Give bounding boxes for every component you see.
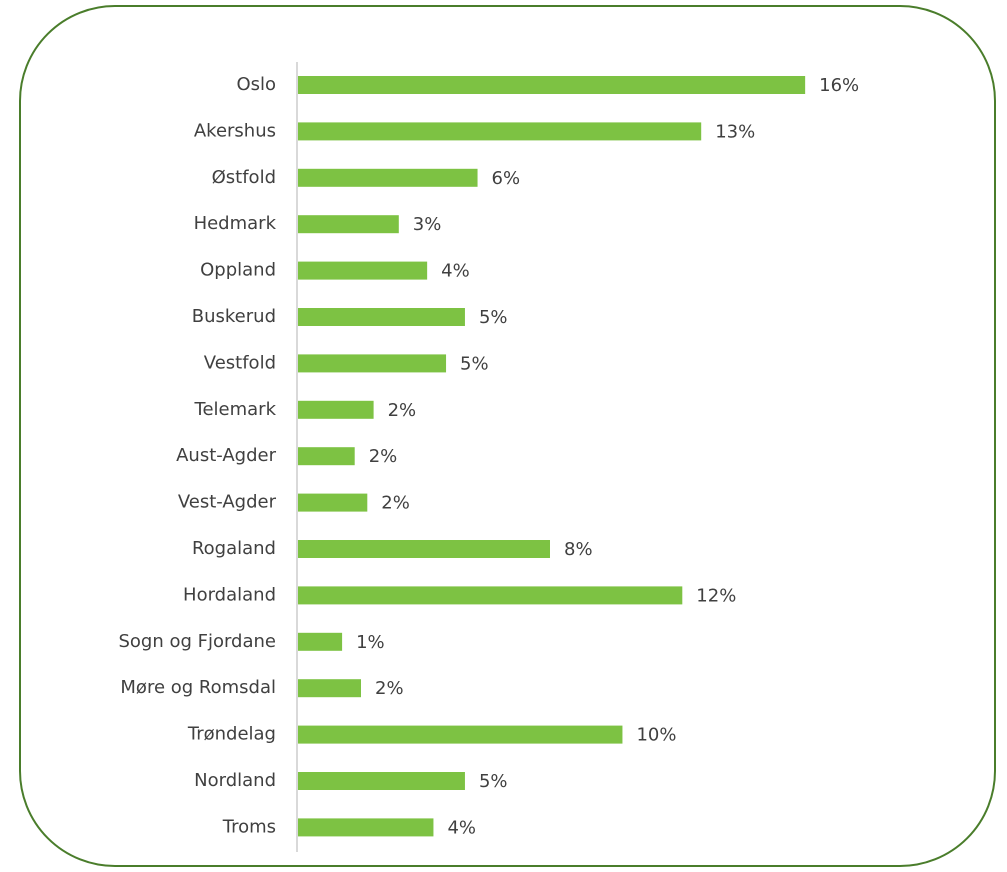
value-label: 1% (356, 632, 385, 653)
bar (298, 354, 447, 373)
value-label: 12% (696, 585, 736, 606)
y-tick-label: Vest-Agder (178, 492, 277, 513)
y-tick-label: Nordland (194, 770, 276, 791)
value-label: 4% (447, 817, 476, 838)
y-tick-label: Østfold (212, 167, 276, 188)
value-label: 16% (819, 75, 859, 96)
y-tick-label: Hordaland (183, 584, 276, 605)
value-label: 3% (413, 214, 442, 235)
bar (298, 586, 683, 605)
bar (298, 215, 399, 234)
bar (298, 772, 465, 790)
bar (298, 400, 374, 419)
y-tick-label: Buskerud (192, 306, 276, 327)
value-label: 4% (441, 261, 470, 282)
y-tick-label: Oppland (200, 260, 276, 281)
bar (298, 632, 343, 651)
y-tick-label: Oslo (236, 74, 276, 95)
bar (298, 679, 361, 698)
bar (298, 447, 355, 466)
value-label: 5% (479, 307, 508, 328)
bar (298, 818, 434, 837)
y-tick-label: Aust-Agder (176, 445, 276, 466)
bar (298, 261, 428, 280)
bar (298, 725, 623, 744)
y-tick-label: Trøndelag (187, 724, 276, 745)
value-label: 13% (715, 121, 755, 142)
bar (298, 493, 368, 512)
value-label: 2% (388, 400, 417, 421)
y-tick-label: Rogaland (192, 538, 276, 559)
y-tick-label: Akershus (194, 120, 276, 141)
y-tick-label: Troms (222, 816, 276, 837)
value-label: 2% (375, 678, 404, 699)
value-label: 5% (479, 771, 508, 792)
value-label: 8% (564, 539, 593, 560)
value-label: 2% (381, 493, 410, 514)
y-tick-label: Sogn og Fjordane (118, 631, 276, 652)
y-tick-label: Møre og Romsdal (120, 677, 276, 698)
value-label: 10% (636, 725, 676, 746)
y-tick-label: Hedmark (194, 213, 277, 234)
y-tick-label: Vestfold (204, 352, 276, 373)
bar (298, 308, 465, 326)
bar (298, 540, 550, 558)
bar (298, 76, 806, 94)
value-label: 2% (369, 446, 398, 467)
bar (298, 168, 478, 187)
frame (19, 5, 996, 867)
y-tick-label: Telemark (194, 399, 277, 420)
value-label: 6% (492, 168, 521, 189)
bar (298, 122, 702, 141)
value-label: 5% (460, 353, 489, 374)
